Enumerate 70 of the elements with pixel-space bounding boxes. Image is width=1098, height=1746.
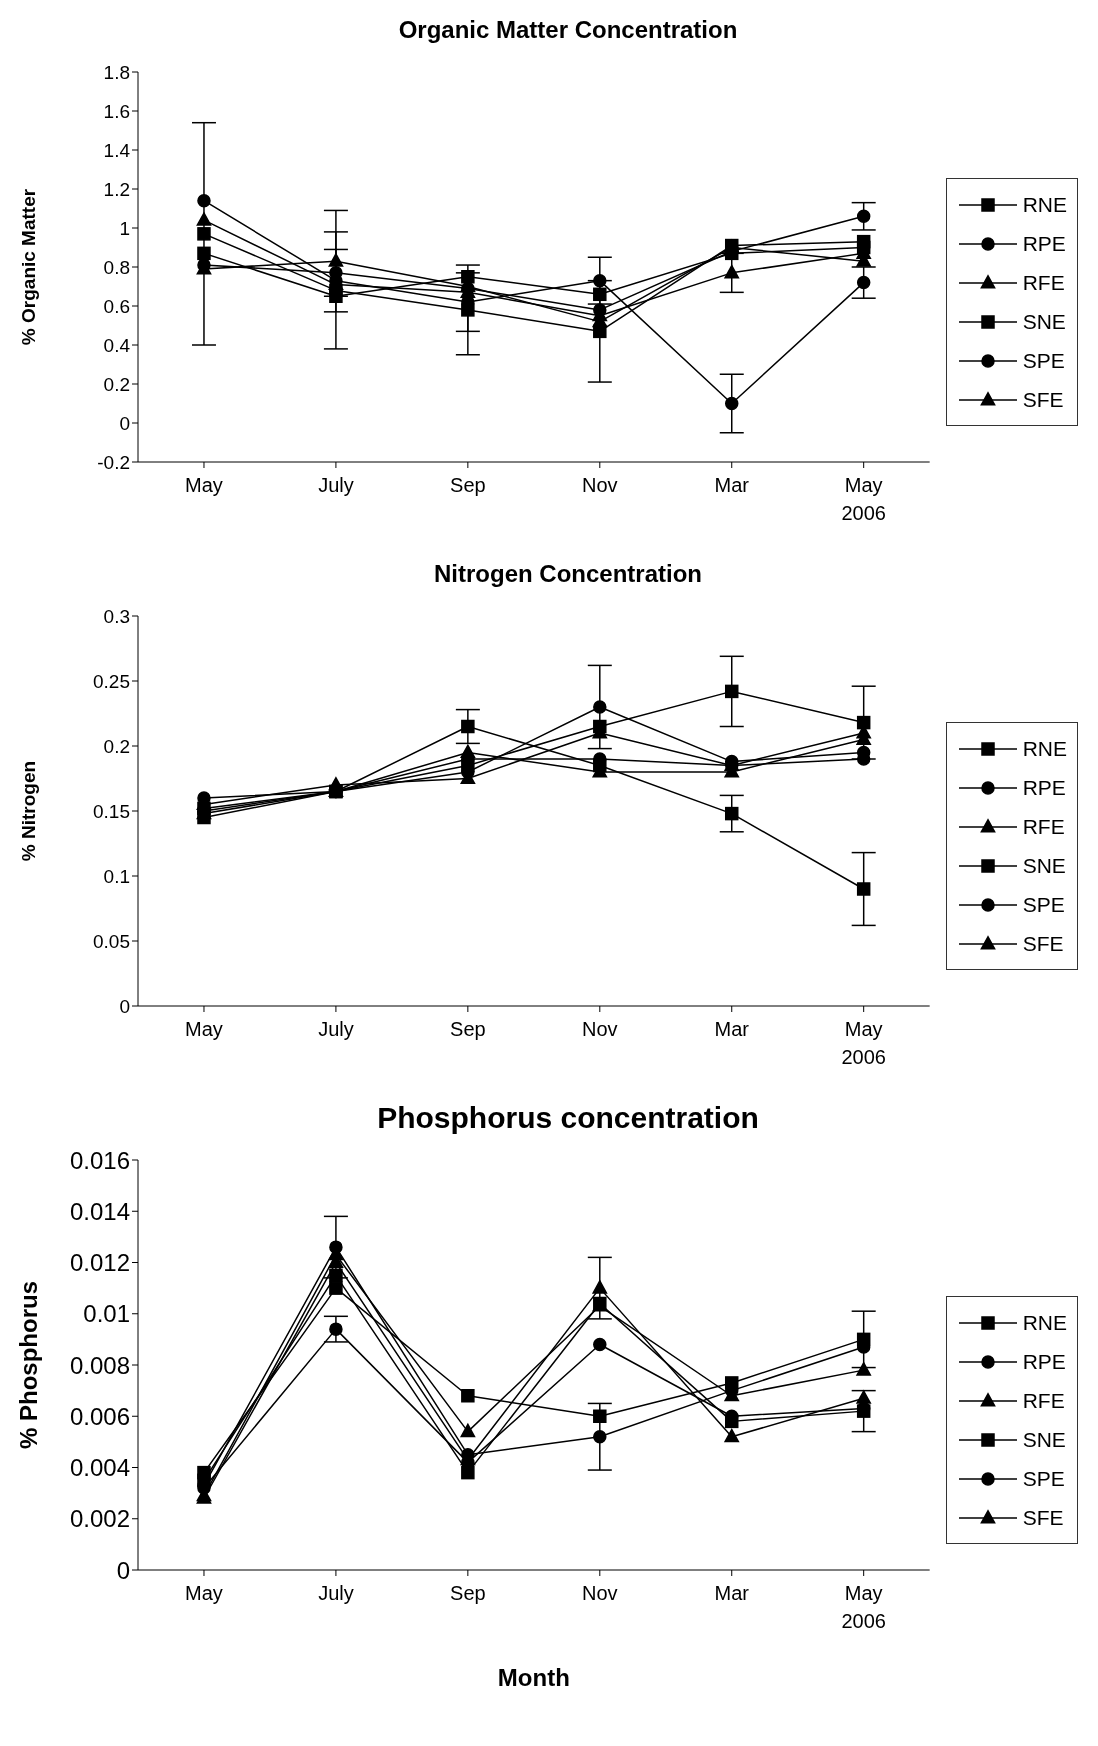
x-tick-label: May 2006 [841,1018,886,1068]
legend-label: RPE [1022,775,1066,800]
y-tick-label: 0.016 [69,1146,130,1174]
y-tick-label: 0.1 [103,865,130,887]
chart-title: Organic Matter Concentration [397,15,739,45]
legend-label: RNE [1022,1310,1067,1335]
x-tick-label: Sep [450,1582,486,1604]
legend-label: RNE [1022,736,1067,761]
chart-title: Nitrogen Concentration [433,559,703,589]
x-tick-label: Sep [450,1018,486,1040]
y-tick-label: 0.012 [69,1249,130,1277]
y-tick-label: 0 [119,995,130,1017]
x-tick-label: Nov [582,1018,618,1040]
x-tick-label: Mar [714,474,750,496]
legend-label: SNE [1022,853,1066,878]
y-tick-label: 0.4 [103,334,131,356]
x-tick-label: May [185,1018,223,1040]
legend-label: RPE [1022,1349,1066,1374]
y-tick-label: 0 [116,1556,130,1584]
x-tick-label: July [318,1582,354,1604]
legend-label: RFE [1022,270,1065,295]
y-tick-label: 0.008 [69,1351,130,1379]
y-tick-label: 0.8 [103,256,130,278]
y-tick-label: 1.4 [103,139,131,161]
y-tick-label: 1.8 [103,61,130,83]
x-tick-label: Nov [582,1582,618,1604]
y-tick-label: 0 [119,412,130,434]
x-tick-label: Mar [714,1018,750,1040]
y-tick-label: -0.2 [97,451,130,473]
y-tick-label: 0.05 [93,930,130,952]
y-tick-label: 0.006 [69,1402,130,1430]
y-axis-title: % Organic Matter [17,188,39,346]
y-tick-label: 0.2 [103,735,130,757]
y-tick-label: 0.01 [83,1300,130,1328]
x-tick-label: May 2006 [841,1582,886,1632]
y-tick-label: 0.3 [103,605,130,627]
legend-label: SNE [1022,309,1066,334]
x-tick-label: May [185,1582,223,1604]
y-tick-label: 0.002 [69,1505,130,1533]
y-tick-label: 1.2 [103,178,130,200]
legend-label: SPE [1022,892,1065,917]
y-axis-title: % Nitrogen [17,760,39,862]
x-tick-label: July [318,1018,354,1040]
legend-label: SFE [1022,1505,1064,1530]
x-tick-label: July [318,474,354,496]
y-tick-label: 0.15 [93,800,130,822]
y-tick-label: 1 [119,217,130,239]
legend-label: RFE [1022,1388,1065,1413]
chart-title: Phosphorus concentration [376,1100,760,1136]
legend-label: RFE [1022,814,1065,839]
legend-label: SPE [1022,348,1065,373]
y-tick-label: 0.004 [69,1454,130,1482]
y-tick-label: 0.014 [69,1197,130,1225]
legend-label: SFE [1022,931,1064,956]
y-tick-label: 1.6 [103,100,130,122]
y-axis-title: % Phosphorus [14,1280,42,1450]
legend-label: RNE [1022,192,1067,217]
y-tick-label: 0.6 [103,295,130,317]
x-tick-label: Nov [582,474,618,496]
legend-label: RPE [1022,231,1066,256]
legend-label: SPE [1022,1466,1065,1491]
x-tick-label: May 2006 [841,474,886,524]
y-tick-label: 0.25 [93,670,130,692]
y-tick-label: 0.2 [103,373,130,395]
x-tick-label: Sep [450,474,486,496]
legend-label: SNE [1022,1427,1066,1452]
x-tick-label: Mar [714,1582,750,1604]
x-tick-label: May [185,474,223,496]
x-axis-title: Month [497,1664,570,1691]
legend-label: SFE [1022,387,1064,412]
